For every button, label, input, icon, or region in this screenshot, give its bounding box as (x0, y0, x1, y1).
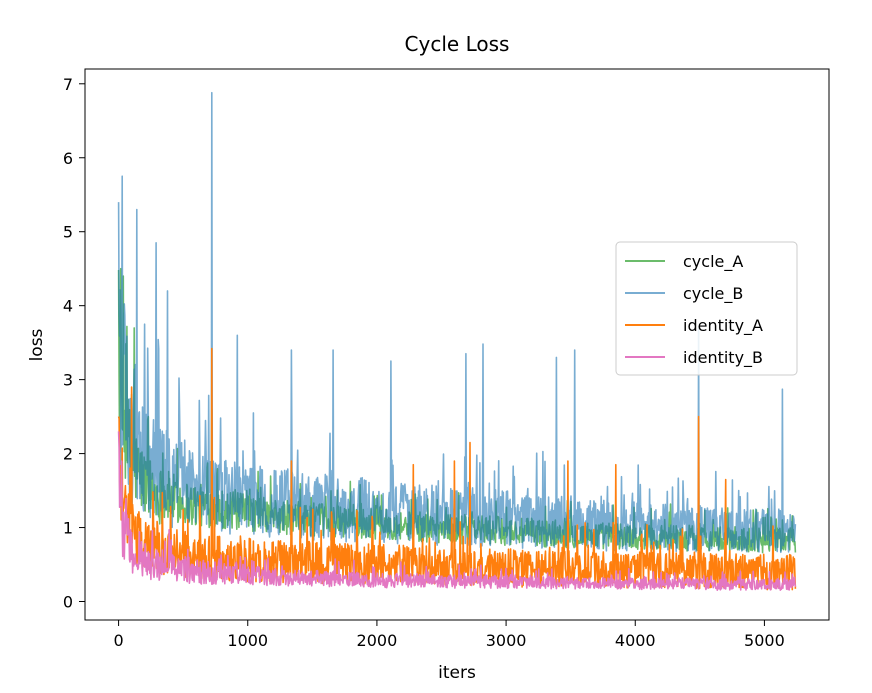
x-tick-label: 5000 (744, 631, 785, 650)
x-axis: 0 1000 2000 3000 4000 5000 (113, 620, 785, 650)
x-tick-label: 2000 (357, 631, 398, 650)
series-line-identity-B (117, 431, 797, 591)
series-line-identity-A (117, 347, 797, 591)
y-tick-label: 0 (63, 593, 73, 612)
y-tick-label: 1 (63, 519, 73, 538)
legend-label: identity_B (683, 348, 763, 368)
legend-label: cycle_B (683, 284, 743, 304)
y-tick-label: 4 (63, 297, 73, 316)
plot-frame (84, 68, 830, 621)
x-tick-label: 3000 (486, 631, 527, 650)
y-tick-label: 6 (63, 149, 73, 168)
legend-label: cycle_A (683, 252, 743, 272)
y-tick-label: 5 (63, 223, 73, 242)
x-tick-label: 0 (113, 631, 123, 650)
chart-title: Cycle Loss (405, 32, 510, 56)
y-axis-label: loss (27, 328, 47, 361)
y-tick-label: 3 (63, 371, 73, 390)
x-tick-label: 4000 (615, 631, 656, 650)
legend-label: identity_A (683, 316, 763, 336)
series-line-cycle-B (117, 91, 797, 554)
y-axis: 0 1 2 3 4 5 6 7 (63, 75, 85, 612)
series-layer (117, 91, 797, 591)
x-tick-label: 1000 (227, 631, 268, 650)
x-axis-label: iters (438, 663, 476, 683)
y-tick-label: 2 (63, 445, 73, 464)
y-tick-label: 7 (63, 75, 73, 94)
legend: cycle_A cycle_B identity_A identity_B (615, 241, 798, 376)
legend-box (615, 241, 798, 376)
